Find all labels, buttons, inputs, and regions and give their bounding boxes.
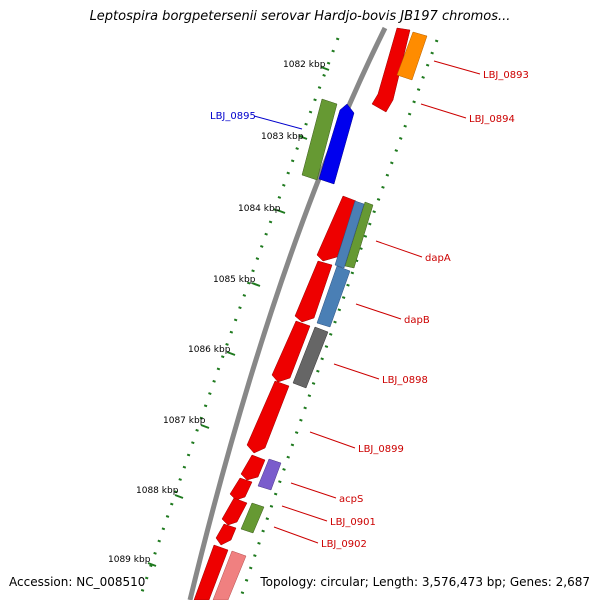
gene-labels: LBJ_0893 LBJ_0894 LBJ_0895 dapA dapB LBJ… xyxy=(210,70,529,550)
tick-1082: 1082 kbp xyxy=(283,60,330,71)
tick-label: 1082 kbp xyxy=(283,60,326,70)
label-LBJ_0899[interactable]: LBJ_0899 xyxy=(358,444,404,455)
tick-mark xyxy=(251,282,261,287)
tick-label: 1083 kbp xyxy=(261,132,304,142)
tick-label: 1085 kbp xyxy=(213,275,256,285)
tick-mark xyxy=(298,135,308,140)
tick-mark xyxy=(174,494,184,499)
gene-acpS[interactable] xyxy=(257,458,282,491)
gene-LBJ_0902[interactable] xyxy=(215,523,237,546)
gene-small-1[interactable] xyxy=(240,454,266,481)
tick-label: 1087 kbp xyxy=(163,416,206,426)
label-acpS[interactable]: acpS xyxy=(339,494,363,505)
backbone-arc xyxy=(187,26,388,600)
label-LBJ_0894[interactable]: LBJ_0894 xyxy=(469,114,515,125)
gene-bottom-red[interactable] xyxy=(193,544,229,600)
tick-1088: 1088 kbp xyxy=(136,486,184,499)
gene-LBJ_0898[interactable] xyxy=(292,326,329,389)
callout-LBJ_0894 xyxy=(420,103,467,119)
callout-LBJ_0899 xyxy=(309,431,356,449)
callout-LBJ_0902 xyxy=(273,526,319,544)
tick-1083: 1083 kbp xyxy=(261,132,308,142)
callout-dapA xyxy=(375,240,423,258)
genes-reverse xyxy=(301,98,355,185)
gene-LBJ_0898-red[interactable] xyxy=(271,320,311,383)
gene-dapA-blue[interactable] xyxy=(334,200,365,269)
label-LBJ_0895[interactable]: LBJ_0895 xyxy=(210,111,256,122)
gene-LBJ_0894[interactable] xyxy=(371,27,411,113)
label-dapB[interactable]: dapB xyxy=(404,315,430,326)
tick-arc-outer xyxy=(138,37,340,599)
gene-LBJ_0899[interactable] xyxy=(246,380,290,454)
callout-LBJ_0893 xyxy=(433,60,481,75)
accession-text: Accession: NC_008510 xyxy=(9,575,146,589)
topology-text: Topology: circular; Length: 3,576,473 bp… xyxy=(260,575,590,589)
tick-label: 1088 kbp xyxy=(136,486,179,496)
callout-LBJ_0898 xyxy=(333,363,380,380)
gene-dapB-red[interactable] xyxy=(294,260,333,323)
tick-mark xyxy=(147,562,157,567)
map-title: Leptospira borgpetersenii serovar Hardjo… xyxy=(89,9,511,24)
gene-dapA-left[interactable] xyxy=(316,195,357,262)
tick-1089: 1089 kbp xyxy=(108,555,157,567)
tick-1085: 1085 kbp xyxy=(213,275,261,287)
tick-1086: 1086 kbp xyxy=(188,345,236,356)
tick-arc-inner xyxy=(238,39,439,600)
tick-label: 1089 kbp xyxy=(108,555,151,565)
tick-mark xyxy=(200,424,210,429)
label-dapA[interactable]: dapA xyxy=(425,253,451,264)
callout-LBJ_0895 xyxy=(253,115,303,130)
genes-forward xyxy=(193,27,428,600)
tick-mark xyxy=(276,209,286,214)
tick-label: 1086 kbp xyxy=(188,345,231,355)
tick-label: 1084 kbp xyxy=(238,204,281,214)
label-LBJ_0902[interactable]: LBJ_0902 xyxy=(321,539,367,550)
gene-LBJ_0895[interactable] xyxy=(318,103,355,185)
label-LBJ_0898[interactable]: LBJ_0898 xyxy=(382,375,428,386)
tick-1087: 1087 kbp xyxy=(163,416,210,429)
tick-mark xyxy=(320,66,330,71)
callout-acpS xyxy=(290,482,337,499)
tick-mark xyxy=(226,351,236,356)
gene-LBJ_0901[interactable] xyxy=(240,502,265,534)
callout-LBJ_0901 xyxy=(281,505,328,522)
gene-dapB[interactable] xyxy=(316,265,351,328)
gene-bottom-pink[interactable] xyxy=(212,550,247,600)
label-LBJ_0901[interactable]: LBJ_0901 xyxy=(330,517,376,528)
gene-LBJ_0895-green[interactable] xyxy=(301,98,338,181)
gene-LBJ_0901-red[interactable] xyxy=(221,497,248,526)
gene-small-2[interactable] xyxy=(229,477,253,501)
label-LBJ_0893[interactable]: LBJ_0893 xyxy=(483,70,529,81)
callout-dapB xyxy=(355,303,402,320)
tick-1084: 1084 kbp xyxy=(238,204,286,214)
gene-dapA[interactable] xyxy=(344,201,374,269)
gene-LBJ_0893[interactable] xyxy=(396,31,428,81)
tick-group: 1082 kbp 1083 kbp 1084 kbp 1085 kbp 1086… xyxy=(108,60,330,567)
callout-lines xyxy=(273,60,481,544)
